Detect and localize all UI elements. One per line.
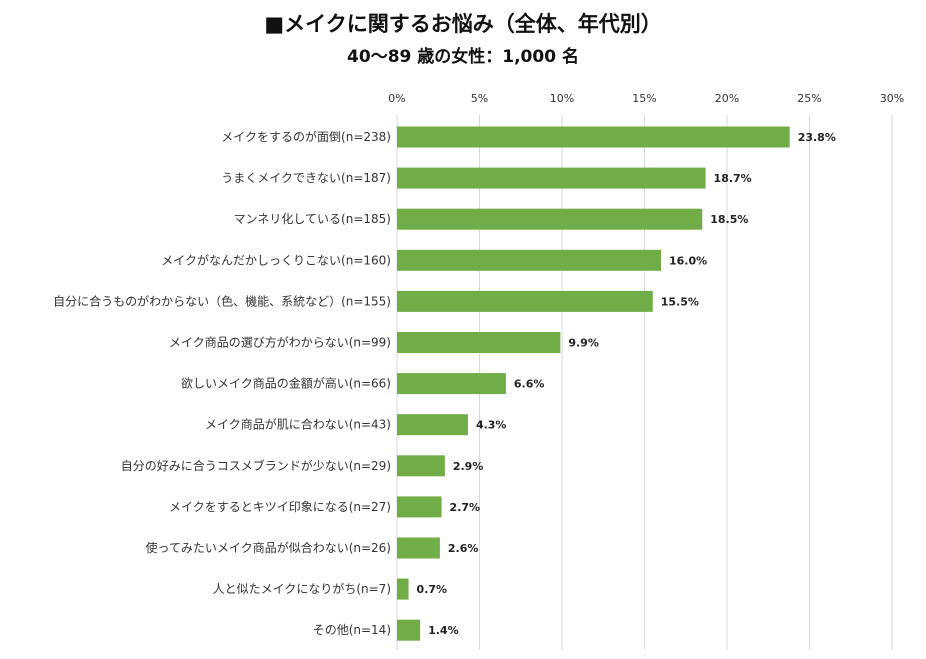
- bar: [397, 208, 703, 230]
- x-tick-label: 10%: [550, 92, 574, 105]
- data-label: 18.5%: [710, 213, 748, 226]
- data-label: 6.6%: [514, 378, 545, 391]
- category-label: メイクがなんだかしっくりこない(n=160): [161, 252, 391, 267]
- category-label: 自分に合うものがわからない（色、機能、系統など）(n=155): [53, 293, 391, 308]
- chart-title: ■メイクに関するお悩み（全体、年代別）: [264, 12, 662, 36]
- x-tick-label: 15%: [632, 92, 656, 105]
- bar: [397, 332, 561, 353]
- x-tick-label: 30%: [880, 92, 904, 105]
- category-label: メイクをするのが面倒(n=238): [221, 129, 391, 144]
- category-label: 使ってみたいメイク商品が似合わない(n=26): [146, 540, 391, 555]
- x-tick-label: 20%: [715, 92, 739, 105]
- data-label: 9.9%: [568, 337, 599, 350]
- data-label: 16.0%: [669, 254, 707, 267]
- category-label: その他(n=14): [313, 623, 391, 637]
- x-tick-label: 5%: [471, 92, 488, 105]
- x-tick-label: 25%: [797, 92, 821, 105]
- data-label: 4.3%: [476, 419, 507, 432]
- bar: [397, 496, 442, 518]
- bar: [397, 455, 445, 477]
- category-label: メイク商品の選び方がわからない(n=99): [169, 335, 391, 350]
- category-label: マンネリ化している(n=185): [234, 212, 391, 226]
- bar: [397, 537, 440, 559]
- category-label: うまくメイクできない(n=187): [221, 171, 391, 185]
- x-tick-label: 0%: [388, 92, 405, 105]
- bar: [397, 167, 706, 189]
- category-label: 欲しいメイク商品の金額が高い(n=66): [181, 376, 391, 391]
- bar: [397, 414, 468, 436]
- bar: [397, 619, 421, 641]
- category-label: 自分の好みに合うコスメブランドが少ない(n=29): [121, 458, 391, 473]
- category-label: メイクをするとキツイ印象になる(n=27): [169, 500, 391, 514]
- data-label: 23.8%: [798, 131, 836, 144]
- data-label: 15.5%: [661, 295, 699, 308]
- bar: [397, 126, 790, 148]
- data-label: 2.6%: [448, 542, 479, 555]
- data-label: 2.7%: [450, 501, 481, 514]
- data-label: 0.7%: [417, 583, 448, 596]
- bar: [397, 578, 409, 600]
- bar: [397, 290, 653, 312]
- category-label: 人と似たメイクになりがち(n=7): [213, 581, 391, 596]
- bar: [397, 249, 661, 271]
- data-label: 18.7%: [714, 172, 752, 185]
- bar: [397, 373, 506, 395]
- data-label: 2.9%: [453, 460, 484, 473]
- data-label: 1.4%: [428, 624, 459, 637]
- category-label: メイク商品が肌に合わない(n=43): [205, 417, 391, 432]
- chart-subtitle: 40～89 歳の女性：1,000 名: [347, 47, 579, 67]
